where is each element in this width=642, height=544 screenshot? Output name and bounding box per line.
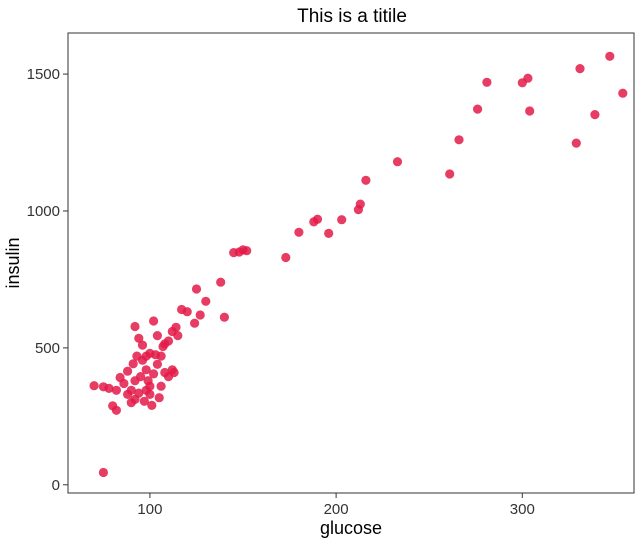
data-point	[152, 359, 162, 369]
data-point	[201, 296, 211, 306]
data-point	[312, 214, 323, 224]
data-point	[149, 369, 159, 379]
data-point	[134, 333, 144, 343]
data-point	[104, 383, 114, 393]
data-point	[173, 331, 183, 341]
data-point	[145, 389, 155, 399]
data-point	[169, 367, 179, 378]
data-point	[134, 388, 144, 398]
data-point	[337, 215, 347, 225]
data-point	[123, 366, 133, 376]
data-point	[149, 316, 159, 326]
y-tick-label: 500	[35, 340, 60, 357]
data-point	[590, 110, 600, 120]
data-point	[182, 307, 192, 317]
data-point	[605, 51, 615, 61]
data-point	[111, 405, 121, 415]
data-point	[355, 199, 365, 209]
data-point	[130, 321, 140, 332]
data-point	[281, 252, 291, 263]
data-point	[242, 246, 252, 256]
data-point	[523, 73, 533, 83]
data-point	[361, 175, 371, 185]
data-point	[119, 378, 129, 389]
data-point	[219, 312, 229, 322]
data-point	[163, 336, 174, 346]
x-axis: 100 200 300	[137, 493, 535, 518]
data-point	[618, 88, 628, 98]
data-point	[139, 396, 149, 406]
x-tick-label: 100	[137, 501, 162, 518]
data-point	[152, 331, 162, 341]
data-points	[89, 51, 628, 478]
x-axis-title: glucose	[320, 518, 382, 538]
data-point	[89, 381, 99, 391]
y-tick-label: 1000	[27, 203, 60, 220]
data-point	[147, 400, 157, 410]
data-point	[454, 135, 464, 145]
y-tick-label: 1500	[27, 66, 60, 83]
data-point	[482, 77, 492, 87]
data-point	[154, 393, 164, 403]
x-tick-label: 300	[510, 501, 535, 518]
y-axis-title: insulin	[3, 237, 23, 288]
data-point	[216, 277, 226, 287]
data-point	[571, 138, 581, 148]
data-point	[195, 310, 205, 320]
data-point	[156, 351, 166, 361]
data-point	[156, 381, 166, 391]
y-tick-label: 0	[52, 477, 60, 494]
data-point	[190, 318, 200, 328]
data-point	[294, 227, 304, 237]
data-point	[98, 467, 108, 478]
data-point	[141, 365, 151, 375]
data-point	[136, 372, 146, 382]
data-point	[392, 157, 403, 167]
data-point	[191, 284, 202, 294]
data-point	[128, 359, 138, 369]
plot-panel-border	[67, 32, 635, 494]
data-point	[575, 64, 585, 74]
data-point	[145, 381, 155, 391]
data-point	[525, 106, 535, 116]
data-point	[473, 104, 483, 114]
chart-title: This is a titile	[297, 6, 407, 27]
y-axis: 0 500 1000 1500	[27, 66, 68, 494]
x-tick-label: 200	[324, 501, 349, 518]
data-point	[145, 348, 155, 358]
data-point	[324, 228, 334, 238]
data-point	[137, 340, 148, 350]
data-point	[171, 322, 181, 332]
data-point	[445, 169, 455, 179]
data-point	[111, 385, 121, 395]
data-point	[126, 385, 136, 395]
